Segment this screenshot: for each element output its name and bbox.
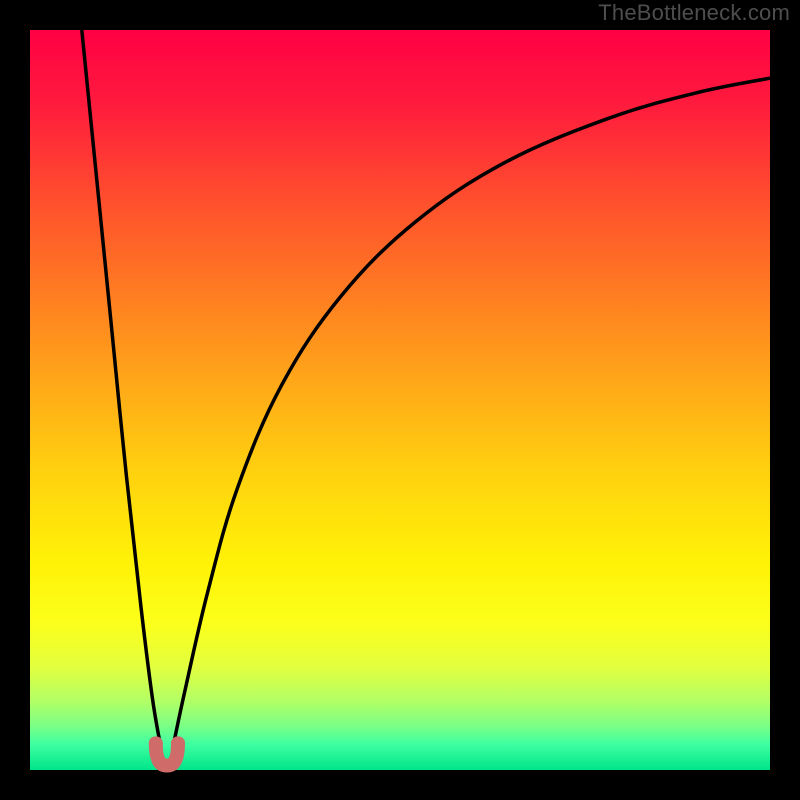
watermark-text: TheBottleneck.com [598, 0, 790, 26]
arc-endpoint-right [171, 736, 185, 750]
plot-background [30, 30, 770, 770]
chart-container: TheBottleneck.com [0, 0, 800, 800]
arc-endpoint-left [149, 736, 163, 750]
bottleneck-chart [0, 0, 800, 800]
